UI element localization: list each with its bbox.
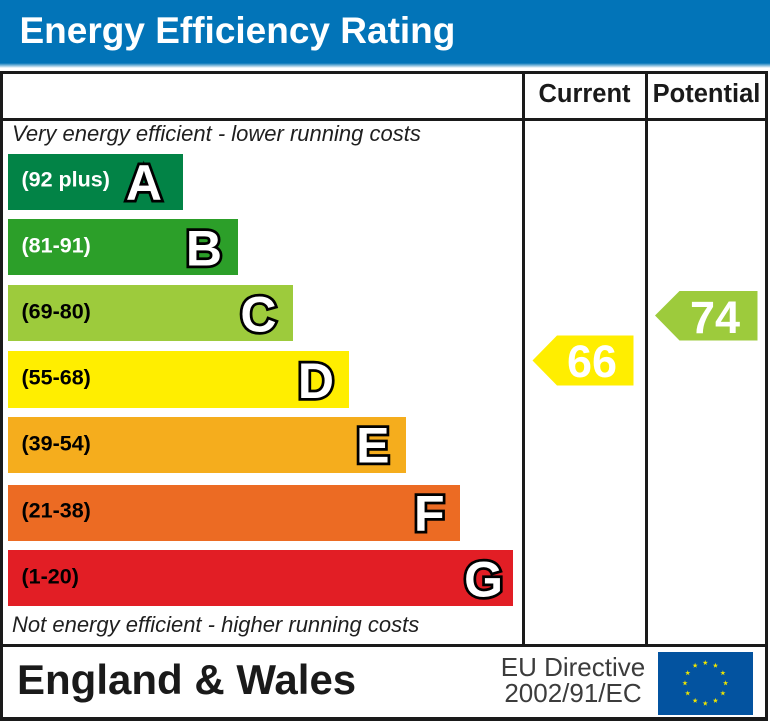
svg-text:D: D [298, 353, 334, 409]
svg-text:A: A [126, 155, 162, 211]
svg-text:66: 66 [567, 336, 617, 387]
svg-text:74: 74 [690, 292, 740, 343]
svg-text:F: F [414, 485, 445, 541]
svg-text:E: E [356, 417, 389, 473]
svg-text:C: C [240, 286, 276, 342]
svg-text:G: G [464, 551, 503, 607]
svg-text:B: B [186, 221, 222, 277]
